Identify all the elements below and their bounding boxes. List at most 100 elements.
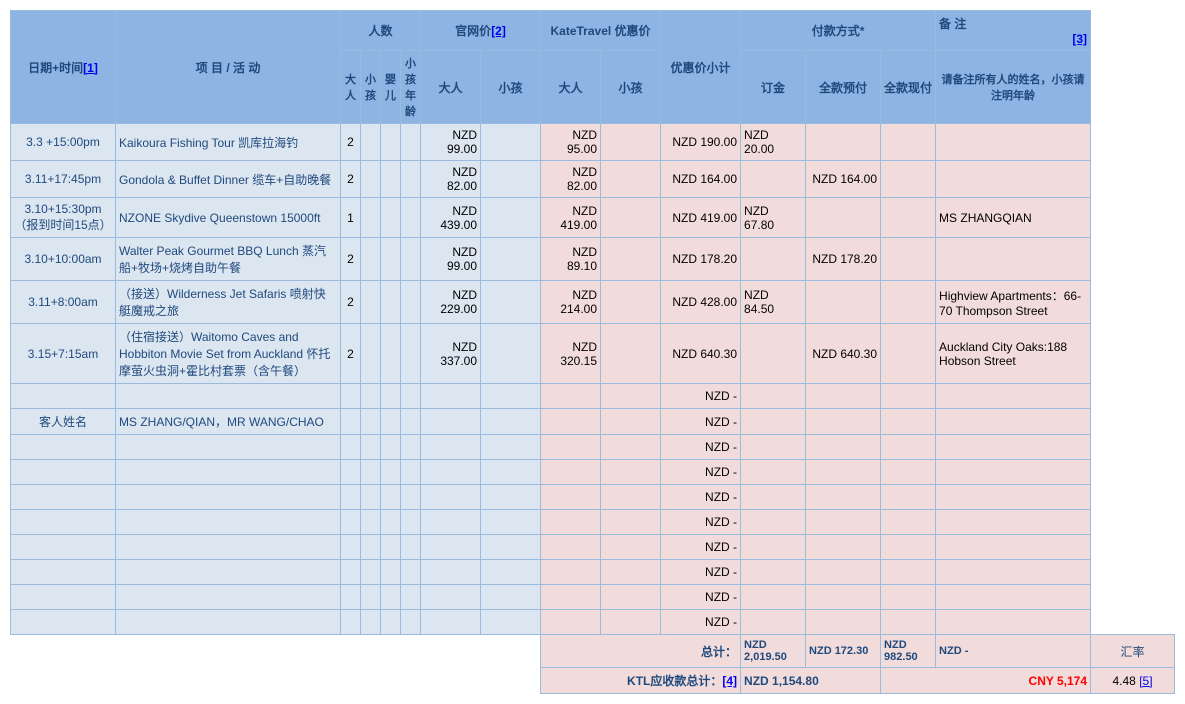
cell-subtotal: NZD - xyxy=(661,610,741,635)
cell-kate-child xyxy=(601,409,661,435)
header-people: 人数 xyxy=(341,11,421,51)
cell-official-adult xyxy=(421,460,481,485)
receivable-cny: CNY 5,174 xyxy=(881,668,1091,694)
cell-full-cash xyxy=(881,535,936,560)
cell-kate-adult xyxy=(541,435,601,460)
cell-full-prepay xyxy=(806,610,881,635)
cell-full-cash xyxy=(881,238,936,281)
cell-kate-child xyxy=(601,238,661,281)
table-row: 3.15+7:15am（住宿接送）Waitomo Caves and Hobbi… xyxy=(11,324,1175,384)
cell-official-adult xyxy=(421,435,481,460)
cell-subtotal: NZD - xyxy=(661,485,741,510)
cell-kate-adult xyxy=(541,460,601,485)
cell-deposit xyxy=(741,485,806,510)
cell-people-child xyxy=(361,281,381,324)
cell-people-adult: 2 xyxy=(341,124,361,161)
cell-people-child xyxy=(361,460,381,485)
cell-official-adult: NZD 337.00 xyxy=(421,324,481,384)
cell-people-child xyxy=(361,585,381,610)
cell-official-child xyxy=(481,560,541,585)
rate-label: 汇率 xyxy=(1091,635,1175,668)
cell-notes xyxy=(936,585,1091,610)
cell-activity: Kaikoura Fishing Tour 凯库拉海钓 xyxy=(116,124,341,161)
cell-full-prepay xyxy=(806,485,881,510)
cell-subtotal: NZD 640.30 xyxy=(661,324,741,384)
cell-date xyxy=(11,460,116,485)
cell-full-prepay xyxy=(806,384,881,409)
cell-people-infant xyxy=(381,124,401,161)
cell-notes xyxy=(936,610,1091,635)
cell-activity xyxy=(116,610,341,635)
cell-kate-child xyxy=(601,161,661,198)
cell-kate-adult xyxy=(541,510,601,535)
header-op-adult: 大人 xyxy=(421,51,481,124)
header-date: 日期+时间[1] xyxy=(11,11,116,124)
cell-official-child xyxy=(481,161,541,198)
cell-child-age xyxy=(401,485,421,510)
cell-full-prepay xyxy=(806,198,881,238)
header-notes-ref[interactable]: [3] xyxy=(1072,32,1087,46)
cell-notes xyxy=(936,124,1091,161)
header-deposit: 订金 xyxy=(741,51,806,124)
cell-people-child xyxy=(361,384,381,409)
cell-activity: MS ZHANG/QIAN，MR WANG/CHAO xyxy=(116,409,341,435)
rate-ref[interactable]: [5] xyxy=(1139,674,1152,688)
cell-full-cash xyxy=(881,460,936,485)
cell-kate-child xyxy=(601,610,661,635)
cell-subtotal: NZD - xyxy=(661,409,741,435)
cell-official-adult: NZD 99.00 xyxy=(421,238,481,281)
cell-subtotal: NZD - xyxy=(661,460,741,485)
cell-deposit xyxy=(741,161,806,198)
cell-deposit xyxy=(741,535,806,560)
cell-date: 3.3 +15:00pm xyxy=(11,124,116,161)
cell-date xyxy=(11,510,116,535)
cell-people-infant xyxy=(381,560,401,585)
table-row: NZD - xyxy=(11,460,1175,485)
cell-notes xyxy=(936,485,1091,510)
cell-official-adult xyxy=(421,510,481,535)
receivable-nzd: NZD 1,154.80 xyxy=(741,668,881,694)
cell-people-adult: 1 xyxy=(341,198,361,238)
cell-subtotal: NZD - xyxy=(661,585,741,610)
cell-child-age xyxy=(401,281,421,324)
cell-subtotal: NZD - xyxy=(661,560,741,585)
receivable-label-text: KTL应收款总计： xyxy=(627,674,722,688)
cell-subtotal: NZD - xyxy=(661,535,741,560)
cell-people-adult xyxy=(341,460,361,485)
cell-kate-child xyxy=(601,324,661,384)
cell-kate-child xyxy=(601,510,661,535)
cell-date: 3.11+17:45pm xyxy=(11,161,116,198)
header-kt-adult: 大人 xyxy=(541,51,601,124)
cell-notes: Highview Apartments：66-70 Thompson Stree… xyxy=(936,281,1091,324)
table-row: NZD - xyxy=(11,535,1175,560)
total-cash: NZD - xyxy=(936,635,1091,668)
cell-full-cash xyxy=(881,324,936,384)
cell-date xyxy=(11,585,116,610)
cell-people-infant xyxy=(381,435,401,460)
cell-activity xyxy=(116,560,341,585)
rate-value-cell: 4.48 [5] xyxy=(1091,668,1175,694)
cell-notes xyxy=(936,560,1091,585)
cell-people-infant xyxy=(381,585,401,610)
cell-people-infant xyxy=(381,238,401,281)
cell-full-cash xyxy=(881,281,936,324)
cell-deposit xyxy=(741,585,806,610)
cell-full-prepay xyxy=(806,281,881,324)
cell-notes xyxy=(936,238,1091,281)
cell-deposit xyxy=(741,510,806,535)
header-official-ref[interactable]: [2] xyxy=(491,24,506,38)
cell-official-adult xyxy=(421,610,481,635)
cell-people-child xyxy=(361,161,381,198)
cell-deposit: NZD 20.00 xyxy=(741,124,806,161)
cell-official-child xyxy=(481,409,541,435)
header-subtotal: 优惠价小计 xyxy=(661,11,741,124)
cell-kate-adult xyxy=(541,485,601,510)
cell-deposit xyxy=(741,409,806,435)
header-date-ref[interactable]: [1] xyxy=(83,61,98,75)
receivable-ref[interactable]: [4] xyxy=(722,674,737,688)
cell-notes xyxy=(936,460,1091,485)
cell-people-adult xyxy=(341,610,361,635)
cell-child-age xyxy=(401,510,421,535)
cell-kate-adult: NZD 89.10 xyxy=(541,238,601,281)
total-full: NZD 982.50 xyxy=(881,635,936,668)
